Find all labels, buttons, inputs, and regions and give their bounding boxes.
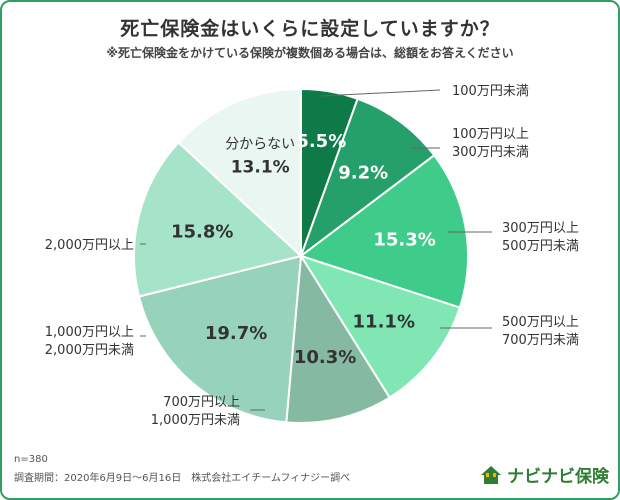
value-label-2: 15.3% [373, 230, 435, 251]
category-label-6: 2,000万円以上 [45, 238, 134, 253]
house-icon [481, 465, 501, 484]
category-label-1-line-0: 100万円以上 [452, 127, 529, 142]
category-label-2-line-0: 300万円以上 [502, 221, 579, 236]
category-label-4-line-1: 1,000万円未満 [151, 413, 240, 428]
chart-subtitle: ※死亡保険金をかけている保険が複数個ある場合は、総額をお答えください [106, 46, 514, 60]
value-label-5: 19.7% [205, 323, 267, 344]
category-label-3-line-0: 500万円以上 [502, 315, 579, 330]
category-label-2-line-1: 500万円未満 [502, 239, 579, 254]
category-label-3-line-1: 700万円未満 [502, 333, 579, 348]
value-label-7: 13.1% [231, 158, 290, 178]
value-label-1: 9.2% [338, 162, 388, 183]
value-label-4: 10.3% [294, 347, 356, 368]
pie-slice-5 [137, 254, 303, 424]
category-label-7: 分からない [225, 137, 295, 153]
category-label-0: 100万円未満 [452, 84, 529, 99]
value-label-0: 5.5% [296, 131, 346, 152]
category-label-5-line-0: 1,000万円以上 [45, 325, 134, 340]
pie-slice-3 [298, 254, 462, 399]
brand-logo: ナビナビ保険 [480, 462, 609, 487]
sample-size: n=380 [14, 454, 48, 465]
category-label-4-line-0: 700万円以上 [163, 395, 240, 410]
chart-title: 死亡保険金はいくらに設定していますか？ [120, 18, 500, 40]
pie-slice-7 [177, 87, 302, 259]
value-label-3: 11.1% [353, 312, 415, 333]
brand-name: ナビナビ保険 [507, 467, 609, 487]
survey-period: 調査期間：2020年6月9日～6月16日 株式会社エイチームフィナジー調べ [14, 473, 351, 484]
pie-slice-1 [298, 97, 436, 259]
leader-line-0 [320, 89, 441, 97]
pie-slice-6 [133, 141, 304, 298]
pie-slice-4 [285, 252, 391, 424]
value-label-6: 15.8% [171, 222, 233, 243]
category-label-1-line-1: 300万円未満 [452, 145, 529, 160]
category-label-5-line-1: 2,000万円未満 [45, 343, 134, 358]
